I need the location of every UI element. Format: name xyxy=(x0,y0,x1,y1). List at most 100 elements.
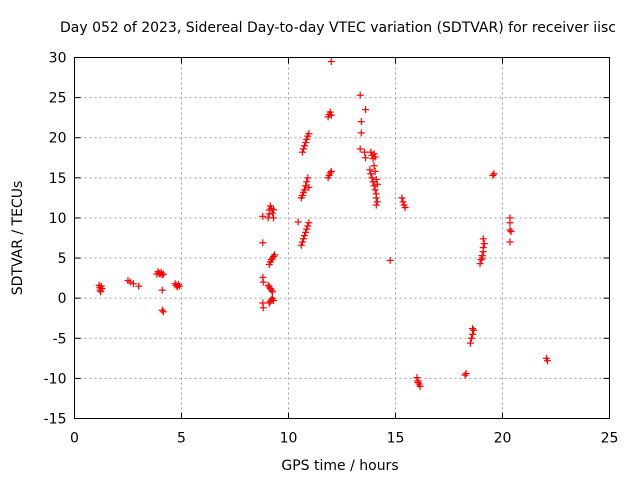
data-point xyxy=(135,282,143,290)
data-point xyxy=(366,166,374,174)
data-point xyxy=(259,239,267,247)
y-tick-label: 5 xyxy=(58,251,67,267)
data-point xyxy=(301,186,309,194)
data-point xyxy=(416,382,424,390)
data-point xyxy=(268,288,276,296)
data-point xyxy=(305,219,313,227)
y-tick-label: 20 xyxy=(49,131,67,147)
data-point xyxy=(305,183,313,191)
data-point xyxy=(506,219,514,227)
y-tick-label: -10 xyxy=(44,371,67,387)
data-point xyxy=(370,150,378,158)
data-point xyxy=(159,270,167,278)
data-point xyxy=(368,174,376,182)
data-point xyxy=(357,118,365,126)
data-point xyxy=(158,271,166,279)
data-point xyxy=(326,108,334,116)
data-point xyxy=(414,378,422,386)
data-point xyxy=(98,285,106,293)
data-point xyxy=(159,308,167,316)
data-point xyxy=(478,254,486,262)
data-point xyxy=(367,148,375,156)
data-point xyxy=(399,198,407,206)
data-point xyxy=(129,280,137,288)
y-tick-label: 30 xyxy=(49,51,67,67)
data-point xyxy=(174,281,182,289)
x-tick-label: 15 xyxy=(387,431,405,447)
data-point xyxy=(372,201,380,209)
data-point xyxy=(477,256,485,264)
data-point xyxy=(506,226,514,234)
x-tick-label: 25 xyxy=(601,431,619,447)
data-point xyxy=(294,218,302,226)
data-point xyxy=(304,174,312,182)
data-point xyxy=(490,170,498,178)
data-point xyxy=(259,212,267,220)
data-point xyxy=(470,326,478,334)
plot-frame xyxy=(74,57,610,419)
chart-title: Day 052 of 2023, Sidereal Day-to-day VTE… xyxy=(60,20,616,36)
axis-ticks: 0 5 10 15 20 25 -15 -10 -5 0 5 10 15 20 25 30 xyxy=(44,51,619,447)
data-point xyxy=(479,244,487,252)
data-point xyxy=(507,228,515,236)
x-tick-label: 10 xyxy=(280,431,298,447)
data-point xyxy=(543,357,551,365)
data-point xyxy=(489,171,497,179)
data-point xyxy=(413,374,421,382)
data-points xyxy=(95,58,551,390)
data-point xyxy=(372,175,380,183)
data-point xyxy=(462,370,470,378)
data-point xyxy=(479,235,487,243)
y-tick-label: 0 xyxy=(58,291,67,307)
data-point xyxy=(357,129,365,137)
data-point xyxy=(301,142,309,150)
data-point xyxy=(461,371,469,379)
data-point xyxy=(398,194,406,202)
data-point xyxy=(356,145,364,153)
x-tick-label: 0 xyxy=(70,431,79,447)
data-point xyxy=(267,286,275,294)
data-point xyxy=(367,170,375,178)
data-point xyxy=(270,252,278,260)
data-point xyxy=(327,58,335,66)
data-point xyxy=(259,278,267,286)
data-point xyxy=(466,339,474,347)
data-point xyxy=(298,238,306,246)
x-tick-label: 20 xyxy=(494,431,512,447)
data-point xyxy=(270,297,278,305)
data-point xyxy=(360,148,368,156)
data-point xyxy=(158,286,166,294)
data-point xyxy=(158,306,166,314)
data-point xyxy=(371,186,379,194)
data-point xyxy=(297,241,305,249)
data-point xyxy=(303,135,311,143)
data-point xyxy=(372,194,380,202)
data-point xyxy=(126,278,134,286)
data-point xyxy=(467,334,475,342)
data-point xyxy=(302,139,310,147)
y-tick-label: -15 xyxy=(44,412,67,428)
data-point xyxy=(299,145,307,153)
data-point xyxy=(370,162,378,170)
data-point xyxy=(326,169,334,177)
data-point xyxy=(305,130,313,138)
data-point xyxy=(480,240,488,248)
data-point xyxy=(304,222,312,230)
data-point xyxy=(386,256,394,264)
y-axis-label: SDTVAR / TECUs xyxy=(10,181,26,296)
data-point xyxy=(476,260,484,268)
data-point xyxy=(327,111,335,119)
data-point xyxy=(301,232,309,240)
x-tick-label: 5 xyxy=(177,431,186,447)
data-point xyxy=(362,106,370,114)
y-tick-label: 25 xyxy=(49,91,67,107)
data-point xyxy=(303,178,311,186)
data-point xyxy=(298,191,306,199)
data-point xyxy=(371,167,379,175)
data-point xyxy=(303,225,311,233)
data-point xyxy=(97,288,105,296)
data-point xyxy=(356,91,364,99)
x-axis-label: GPS time / hours xyxy=(281,458,398,474)
data-point xyxy=(327,167,335,175)
